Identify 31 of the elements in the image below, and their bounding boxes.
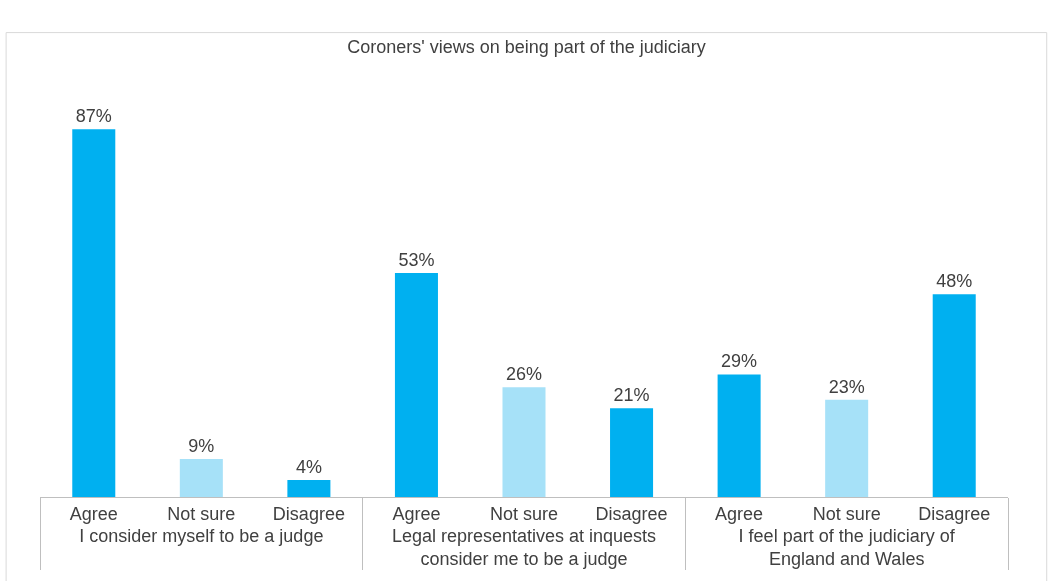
text: Not sure (812, 503, 881, 524)
x-tick-label: I consider myself to be a judge (79, 525, 324, 546)
text: Disagree (918, 503, 991, 524)
data-label: 9% (188, 435, 215, 456)
text: Agree (69, 503, 118, 524)
bar (287, 480, 331, 497)
x-tick-label: I feel part of the judiciary of England and Wales (738, 525, 956, 569)
bar (932, 294, 976, 497)
text: Disagree (272, 503, 345, 524)
text: Not sure (489, 503, 559, 524)
data-label: 4% (295, 457, 322, 478)
data-label: 48% (936, 271, 973, 292)
data-label: 53% (398, 250, 435, 271)
chart-title: Coroners' views on being part of the judiciary (347, 37, 706, 58)
x-tick-label: Legal representatives at inquests consider me to be a judge (391, 525, 657, 569)
bar (72, 129, 116, 497)
text: Agree (715, 503, 764, 524)
series-label: Not sure (167, 503, 236, 524)
bar (717, 374, 761, 497)
series-label: Agree (392, 503, 441, 524)
bar (502, 387, 546, 497)
data-label: 29% (721, 351, 758, 372)
bar (394, 273, 438, 497)
data-label: 26% (505, 364, 543, 385)
data-label: 21% (613, 385, 650, 406)
data-label: 87% (75, 106, 112, 127)
bar (179, 458, 223, 497)
data-label: 23% (828, 376, 865, 397)
bar (610, 408, 654, 497)
bar (825, 399, 869, 497)
series-label: Disagree (595, 503, 668, 524)
